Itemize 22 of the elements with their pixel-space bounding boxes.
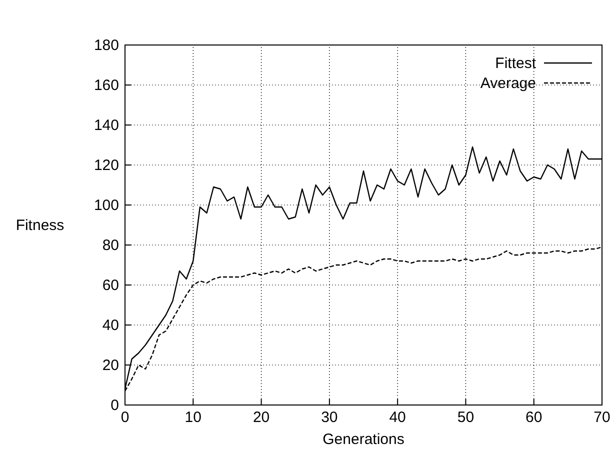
x-tick-label: 40 [389, 409, 406, 426]
x-tick-label: 20 [252, 409, 270, 426]
y-tick-label: 160 [94, 77, 119, 94]
x-tick-label: 10 [184, 409, 202, 426]
legend-label: Fittest [495, 55, 537, 72]
y-tick-label: 100 [94, 197, 119, 214]
x-axis-title: Generations [322, 431, 404, 448]
y-tick-label: 180 [94, 37, 119, 54]
y-axis-title: Fitness [16, 217, 64, 234]
x-tick-label: 70 [594, 409, 610, 426]
x-tick-label: 50 [457, 409, 474, 426]
x-tick-label: 0 [120, 409, 130, 426]
y-tick-label: 40 [102, 317, 119, 334]
y-tick-label: 120 [94, 157, 119, 174]
x-tick-label: 60 [526, 409, 542, 426]
y-tick-label: 80 [102, 237, 119, 254]
y-tick-label: 0 [110, 397, 119, 414]
y-tick-label: 60 [102, 277, 119, 294]
y-tick-label: 140 [94, 117, 119, 134]
x-tick-label: 30 [321, 409, 338, 426]
legend-label: Average [480, 75, 536, 92]
y-tick-label: 20 [102, 357, 119, 374]
